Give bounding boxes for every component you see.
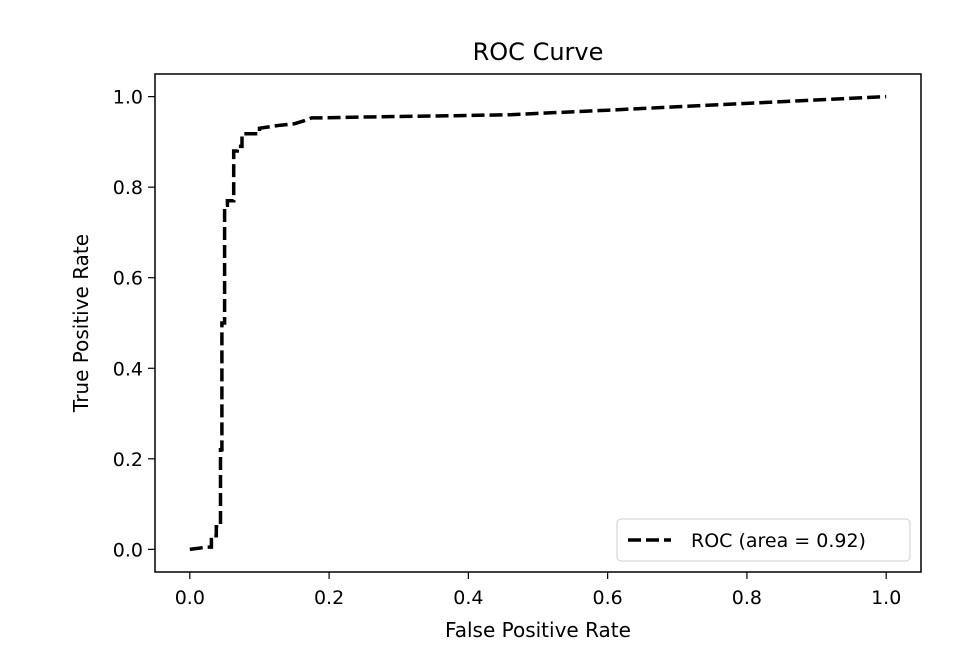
legend-box — [616, 518, 911, 562]
plot-area: 0.0 0.2 0.4 0.6 0.8 1.0 0.0 0.2 0.4 0.6 0.8 1.0 — [113, 73, 922, 609]
y-tick-label: 0.0 — [113, 539, 143, 561]
x-tick-label: 0.2 — [314, 587, 344, 609]
x-tick-label: 0.8 — [732, 587, 762, 609]
legend-label: ROC (area = 0.92) — [691, 530, 866, 552]
legend: ROC (area = 0.92) — [616, 518, 911, 562]
y-tick-label: 0.2 — [113, 449, 143, 471]
y-tick-label: 0.6 — [113, 268, 143, 290]
y-tick-label: 1.0 — [113, 87, 143, 109]
y-tick-label: 0.4 — [113, 358, 143, 380]
x-tick-label: 0.0 — [175, 587, 205, 609]
axes-frame — [154, 73, 922, 573]
x-axis-title: False Positive Rate — [445, 618, 631, 642]
x-tick-label: 0.4 — [453, 587, 483, 609]
x-axis-ticks: 0.0 0.2 0.4 0.6 0.8 1.0 — [175, 572, 901, 609]
chart-title: ROC Curve — [473, 38, 604, 66]
y-axis-title: True Positive Rate — [69, 234, 93, 413]
series-layer — [189, 94, 887, 552]
x-tick-label: 0.6 — [593, 587, 623, 609]
x-tick-label: 1.0 — [871, 587, 901, 609]
y-axis-ticks: 0.0 0.2 0.4 0.6 0.8 1.0 — [113, 87, 155, 561]
y-tick-label: 0.8 — [113, 177, 143, 199]
roc-curve-line-0 — [189, 94, 887, 552]
